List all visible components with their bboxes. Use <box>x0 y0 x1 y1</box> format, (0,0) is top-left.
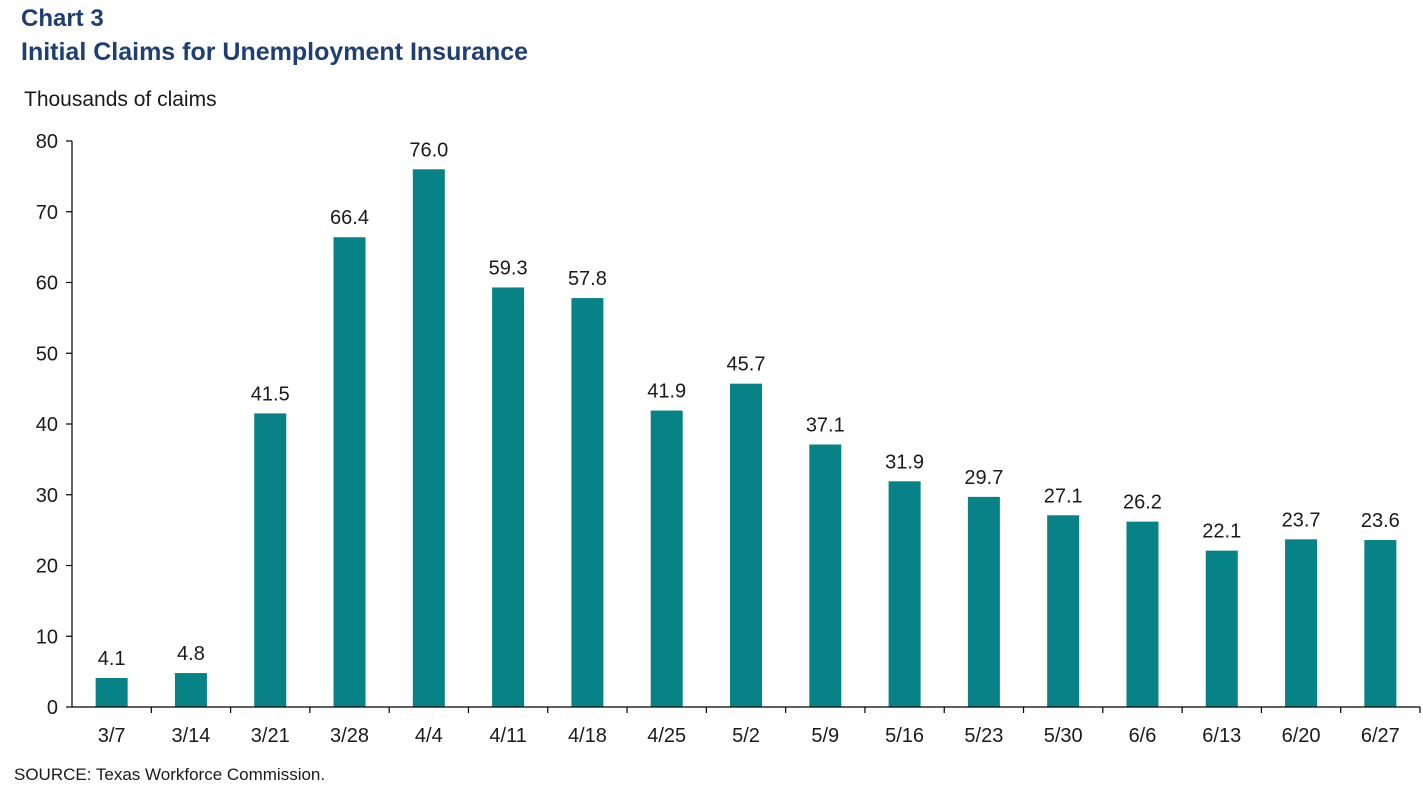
data-label: 22.1 <box>1202 521 1241 543</box>
data-label: 23.7 <box>1282 509 1321 531</box>
y-tick-label: 70 <box>36 202 58 224</box>
data-label: 26.2 <box>1123 492 1162 514</box>
bar <box>730 383 762 707</box>
bar <box>1047 515 1080 707</box>
x-tick-label: 6/27 <box>1361 725 1400 747</box>
data-label: 37.1 <box>806 415 845 437</box>
bar <box>809 444 842 707</box>
data-label: 59.3 <box>489 257 528 279</box>
data-label: 31.9 <box>885 451 924 473</box>
y-tick-label: 40 <box>36 414 58 436</box>
bar <box>1126 521 1159 707</box>
bar <box>333 237 366 707</box>
x-tick-label: 6/6 <box>1129 725 1157 747</box>
data-label: 29.7 <box>964 467 1003 489</box>
x-tick-label: 4/18 <box>568 725 607 747</box>
bar <box>1364 540 1397 707</box>
bar <box>412 169 445 708</box>
data-label: 66.4 <box>330 207 369 229</box>
chart-title: Initial Claims for Unemployment Insuranc… <box>21 38 529 66</box>
x-tick-label: 3/21 <box>251 725 290 747</box>
bar <box>492 287 525 707</box>
x-tick-label: 3/7 <box>98 725 126 747</box>
bar <box>967 496 1000 707</box>
bar <box>571 298 604 707</box>
y-tick-label: 60 <box>36 273 58 295</box>
bars-group <box>95 169 1397 708</box>
bar <box>650 410 683 707</box>
x-tick-label: 6/20 <box>1282 725 1321 747</box>
data-label: 41.5 <box>251 383 290 405</box>
x-tick-label: 3/14 <box>171 725 210 747</box>
x-tick-label: 5/23 <box>964 725 1003 747</box>
chart-label: Chart 3 <box>21 5 104 32</box>
x-tick-label: 5/9 <box>811 725 839 747</box>
x-tick-label: 5/30 <box>1044 725 1083 747</box>
data-label: 57.8 <box>568 268 607 290</box>
data-label: 4.1 <box>98 648 126 670</box>
y-tick-label: 50 <box>36 343 58 365</box>
y-tick-label: 80 <box>36 131 58 153</box>
data-label: 45.7 <box>727 354 766 376</box>
y-tick-label: 0 <box>47 697 58 719</box>
source-note: SOURCE: Texas Workforce Commission. <box>14 765 326 784</box>
x-tick-label: 4/25 <box>647 725 686 747</box>
data-labels-group: 4.1 4.8 41.5 66.4 76.0 59.3 57.8 41.9 45.7 37.1 31… <box>98 139 1400 670</box>
x-tick-label: 5/2 <box>732 725 760 747</box>
bar <box>888 481 921 707</box>
x-tick-label: 4/4 <box>415 725 443 747</box>
y-tick-label: 10 <box>36 626 58 648</box>
x-tick-label: 6/13 <box>1202 725 1241 747</box>
bar <box>95 677 128 707</box>
bar <box>174 673 207 707</box>
x-tick-label: 5/16 <box>885 725 924 747</box>
y-tick-label: 30 <box>36 485 58 507</box>
y-axis-label: Thousands of claims <box>24 88 217 111</box>
x-axis-ticks: 3/7 3/14 3/21 3/28 4/4 4/11 4/18 4/25 5/2 5/9 5/16… <box>98 707 1421 747</box>
y-tick-label: 20 <box>36 556 58 578</box>
y-axis-ticks: 0 10 20 30 40 50 60 70 80 <box>36 131 72 719</box>
bar <box>1285 539 1318 707</box>
x-tick-label: 3/28 <box>330 725 369 747</box>
bar <box>1205 550 1238 707</box>
data-label: 27.1 <box>1044 485 1083 507</box>
data-label: 76.0 <box>409 139 448 161</box>
data-label: 41.9 <box>647 381 686 403</box>
data-label: 4.8 <box>177 643 205 665</box>
x-tick-label: 4/11 <box>489 725 526 747</box>
bar <box>254 413 287 707</box>
data-label: 23.6 <box>1361 510 1400 532</box>
